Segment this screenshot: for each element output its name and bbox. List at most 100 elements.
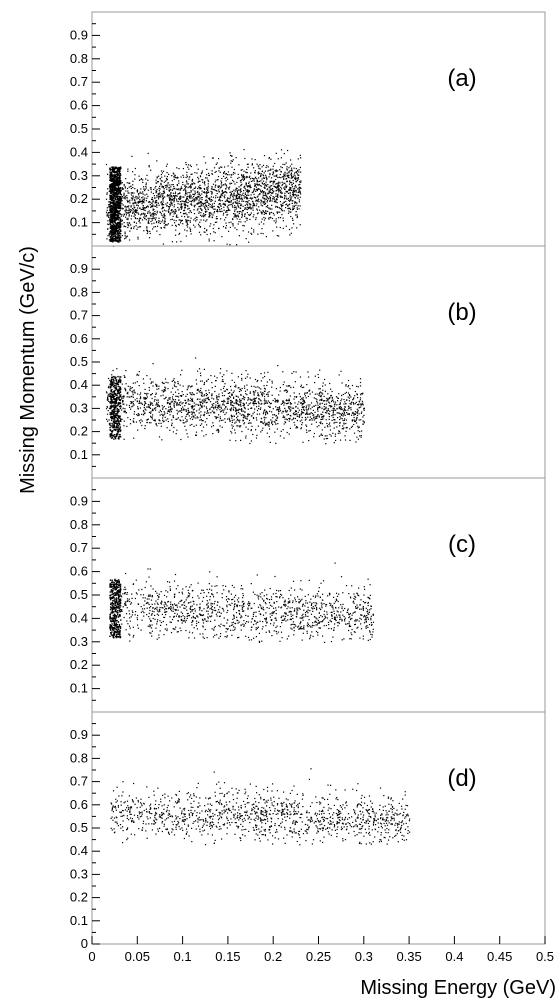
scatter-point xyxy=(166,195,168,197)
scatter-point xyxy=(150,187,152,189)
scatter-point xyxy=(251,233,253,235)
scatter-point xyxy=(163,389,165,391)
scatter-point xyxy=(338,430,341,432)
scatter-point xyxy=(338,403,340,406)
scatter-point xyxy=(107,215,109,217)
scatter-point xyxy=(304,393,306,395)
scatter-point xyxy=(118,174,120,176)
scatter-point xyxy=(113,167,115,169)
scatter-point xyxy=(164,180,166,182)
scatter-point xyxy=(197,223,200,225)
scatter-point xyxy=(143,414,145,416)
scatter-point xyxy=(199,175,201,177)
scatter-point xyxy=(261,213,263,215)
scatter-point xyxy=(118,206,120,209)
scatter-point xyxy=(218,406,220,408)
scatter-point xyxy=(190,165,192,168)
scatter-point xyxy=(153,214,155,216)
scatter-point xyxy=(289,188,292,190)
scatter-point xyxy=(170,401,172,403)
scatter-point xyxy=(300,399,302,401)
scatter-point xyxy=(269,199,272,201)
scatter-point xyxy=(251,197,254,199)
scatter-point xyxy=(294,424,296,426)
scatter-point xyxy=(126,187,129,190)
scatter-point xyxy=(181,206,183,208)
scatter-point xyxy=(198,390,200,392)
scatter-point xyxy=(223,175,225,177)
scatter-point xyxy=(208,174,210,177)
scatter-point xyxy=(186,419,188,421)
scatter-point xyxy=(134,202,136,204)
scatter-point xyxy=(199,372,202,374)
scatter-point xyxy=(241,178,244,180)
scatter-point xyxy=(143,382,145,384)
scatter-point xyxy=(323,395,325,397)
scatter-point xyxy=(237,177,239,180)
scatter-point xyxy=(112,188,114,190)
scatter-point xyxy=(178,193,180,195)
scatter-point xyxy=(185,212,187,214)
scatter-point xyxy=(182,422,184,424)
scatter-point xyxy=(305,429,308,431)
scatter-point xyxy=(272,230,274,232)
scatter-point xyxy=(110,228,113,230)
scatter-point xyxy=(214,416,216,418)
scatter-point xyxy=(109,218,111,221)
scatter-point xyxy=(271,382,273,384)
scatter-point xyxy=(276,226,278,228)
scatter-point xyxy=(224,421,226,423)
scatter-point xyxy=(207,398,209,400)
scatter-point xyxy=(197,176,199,178)
scatter-point xyxy=(107,410,109,412)
scatter-point xyxy=(181,395,183,397)
scatter-point xyxy=(164,175,166,177)
scatter-point xyxy=(203,368,205,370)
scatter-point xyxy=(112,220,114,222)
scatter-point xyxy=(158,192,160,195)
scatter-point xyxy=(165,408,167,410)
scatter-point xyxy=(255,183,257,185)
scatter-point xyxy=(247,166,249,168)
scatter-point xyxy=(185,192,187,194)
scatter-point xyxy=(211,213,213,215)
scatter-point xyxy=(201,170,203,172)
scatter-point xyxy=(132,211,134,213)
scatter-point xyxy=(133,404,135,406)
scatter-point xyxy=(210,200,212,202)
scatter-point xyxy=(163,411,165,413)
scatter-point xyxy=(270,191,272,193)
scatter-point xyxy=(118,189,120,191)
scatter-point xyxy=(112,180,114,182)
scatter-point xyxy=(270,169,272,171)
scatter-point xyxy=(236,211,238,213)
scatter-point xyxy=(276,198,278,200)
scatter-point xyxy=(344,401,346,403)
scatter-point xyxy=(281,167,283,169)
y-tick-label: 0.3 xyxy=(70,400,88,415)
scatter-point xyxy=(282,400,284,402)
scatter-point xyxy=(123,420,125,422)
scatter-point xyxy=(264,194,266,196)
scatter-point xyxy=(270,194,272,196)
scatter-point xyxy=(271,386,273,388)
scatter-point xyxy=(198,196,200,198)
scatter-point xyxy=(220,389,222,391)
scatter-point xyxy=(262,422,264,424)
scatter-point xyxy=(124,387,126,389)
scatter-point xyxy=(284,409,287,411)
scatter-point xyxy=(263,183,265,185)
scatter-point xyxy=(241,211,243,213)
scatter-point xyxy=(348,405,350,408)
scatter-point xyxy=(147,392,149,395)
scatter-point xyxy=(215,418,217,420)
scatter-point xyxy=(208,191,210,193)
scatter-point xyxy=(244,387,246,389)
scatter-point xyxy=(199,226,201,228)
scatter-point xyxy=(356,422,358,424)
scatter-point xyxy=(165,165,168,167)
scatter-point xyxy=(111,225,114,227)
scatter-point xyxy=(194,204,196,206)
scatter-point xyxy=(263,216,265,219)
scatter-point xyxy=(139,207,141,209)
